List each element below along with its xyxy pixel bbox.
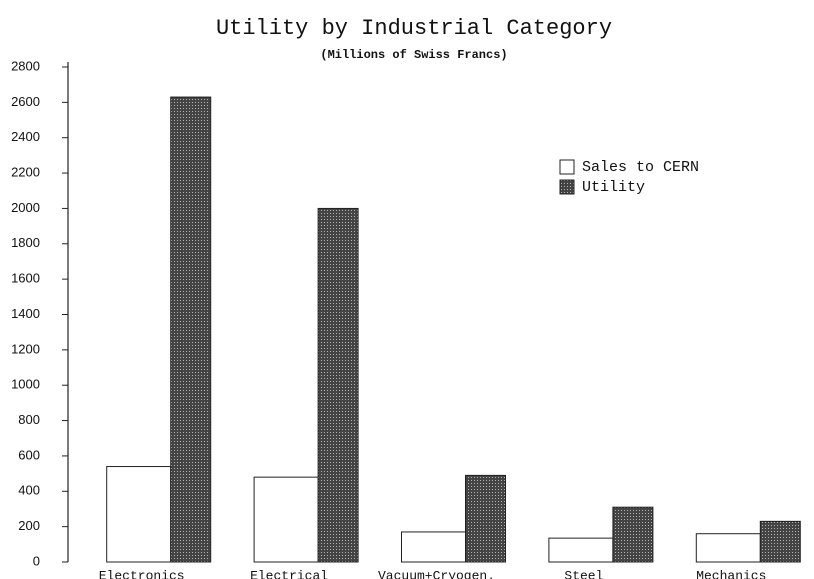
y-tick-label: 2400	[11, 129, 40, 144]
bar	[548, 537, 614, 563]
y-tick-label: 1800	[11, 235, 40, 250]
bar	[612, 506, 654, 563]
x-tick-label: Electronics	[99, 568, 185, 579]
bar	[401, 531, 466, 563]
legend-label: Sales to CERN	[582, 159, 699, 176]
y-tick-label: 2800	[11, 58, 40, 73]
x-tick-label: Steel	[564, 568, 603, 579]
bar	[170, 96, 212, 563]
legend-swatch	[559, 179, 575, 195]
y-tick-label: 800	[18, 412, 40, 427]
y-tick-label: 2600	[11, 94, 40, 109]
y-tick-label: 1600	[11, 271, 40, 286]
y-tick-label: 1200	[11, 341, 40, 356]
bar	[695, 533, 761, 563]
x-tick-label: Electrical	[250, 568, 328, 579]
bar	[759, 520, 801, 563]
chart-title: Utility by Industrial Category	[216, 16, 612, 41]
bar	[317, 207, 359, 563]
y-tick-label: 2000	[11, 200, 40, 215]
x-tick-label: Vacuum+Cryogen.	[378, 568, 495, 579]
y-tick-label: 400	[18, 483, 40, 498]
chart-subtitle: (Millions of Swiss Francs)	[320, 48, 507, 62]
x-tick-label: Mechanics	[696, 568, 766, 579]
legend-label: Utility	[582, 179, 645, 196]
y-tick-label: 600	[18, 447, 40, 462]
legend-swatch	[559, 159, 575, 175]
bar	[465, 474, 506, 563]
y-tick-label: 1000	[11, 377, 40, 392]
bar	[106, 466, 172, 563]
y-tick-label: 2200	[11, 165, 40, 180]
y-tick-label: 0	[33, 553, 40, 568]
y-tick-label: 1400	[11, 306, 40, 321]
bar	[253, 476, 319, 563]
y-tick-label: 200	[18, 518, 40, 533]
